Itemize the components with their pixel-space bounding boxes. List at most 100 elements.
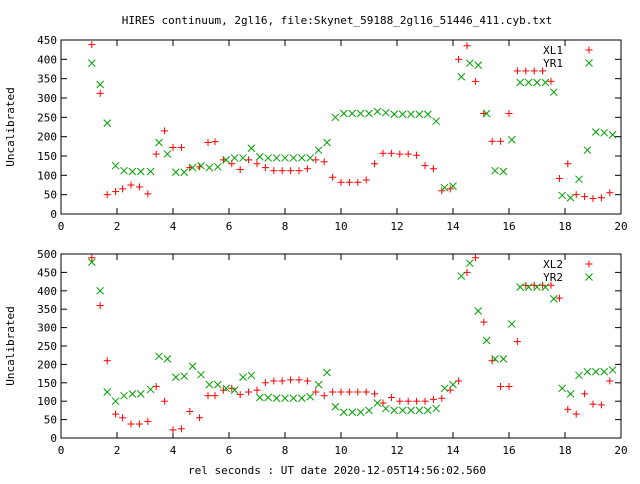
data-point-xl1 bbox=[488, 137, 496, 145]
marker-stroke bbox=[407, 406, 415, 415]
y-axis-label: Uncalibrated bbox=[4, 306, 17, 385]
series-YR2 bbox=[87, 258, 617, 417]
data-point-yr1 bbox=[306, 154, 315, 162]
series-XL1 bbox=[88, 41, 614, 203]
x-tick-label: 0 bbox=[58, 444, 65, 457]
data-point-yr1 bbox=[197, 161, 205, 170]
data-point-xl1 bbox=[354, 178, 362, 186]
data-point-yr1 bbox=[566, 193, 575, 202]
y-tick-label: 450 bbox=[37, 34, 57, 47]
data-point-xl2 bbox=[329, 388, 337, 396]
marker-stroke bbox=[566, 389, 575, 398]
data-point-yr1 bbox=[482, 109, 491, 118]
data-point-xl1 bbox=[278, 167, 286, 175]
data-point-xl1 bbox=[88, 41, 96, 49]
marker-stroke bbox=[213, 380, 222, 389]
data-point-xl1 bbox=[320, 158, 328, 166]
marker-stroke bbox=[239, 154, 247, 162]
data-point-xl1 bbox=[312, 156, 320, 164]
marker-stroke bbox=[87, 258, 96, 266]
data-point-yr2 bbox=[87, 258, 96, 266]
marker-stroke bbox=[230, 386, 239, 395]
data-point-yr1 bbox=[583, 146, 592, 155]
marker-stroke bbox=[507, 320, 516, 328]
marker-stroke bbox=[205, 380, 214, 389]
data-point-yr2 bbox=[255, 393, 264, 402]
data-point-xl2 bbox=[513, 338, 521, 346]
data-point-yr1 bbox=[356, 109, 365, 118]
data-point-xl2 bbox=[438, 394, 446, 402]
y-tick-label: 150 bbox=[37, 150, 57, 163]
marker-stroke bbox=[600, 128, 609, 137]
data-point-yr1 bbox=[474, 61, 483, 69]
data-point-yr2 bbox=[348, 408, 357, 417]
data-point-yr1 bbox=[163, 150, 172, 158]
marker-stroke bbox=[339, 109, 348, 118]
data-point-yr2 bbox=[575, 371, 583, 380]
marker-stroke bbox=[230, 154, 239, 162]
data-point-yr2 bbox=[398, 406, 407, 415]
data-point-yr1 bbox=[440, 183, 449, 192]
marker-stroke bbox=[264, 393, 273, 402]
data-point-yr1 bbox=[255, 152, 264, 161]
y-axis-label: Uncalibrated bbox=[4, 87, 17, 166]
data-point-xl1 bbox=[530, 67, 538, 75]
data-point-xl1 bbox=[505, 109, 513, 117]
data-point-yr1 bbox=[432, 117, 441, 126]
data-point-xl2 bbox=[555, 294, 563, 302]
data-point-xl2 bbox=[522, 281, 530, 289]
data-point-yr1 bbox=[549, 88, 558, 97]
x-tick-label: 16 bbox=[502, 220, 515, 233]
marker-stroke bbox=[415, 110, 424, 119]
marker-stroke bbox=[558, 191, 567, 200]
marker-stroke bbox=[205, 163, 214, 172]
marker-stroke bbox=[323, 138, 331, 147]
data-point-yr2 bbox=[213, 380, 222, 389]
data-point-xl2 bbox=[345, 388, 353, 396]
marker-stroke bbox=[222, 156, 231, 164]
marker-stroke bbox=[365, 406, 373, 415]
data-point-yr2 bbox=[457, 272, 466, 280]
marker-stroke bbox=[373, 107, 382, 116]
marker-stroke bbox=[264, 154, 273, 162]
data-point-xl2 bbox=[480, 318, 488, 326]
data-point-yr1 bbox=[136, 167, 145, 176]
data-point-xl1 bbox=[177, 143, 185, 151]
marker-stroke bbox=[120, 166, 128, 175]
data-point-xl1 bbox=[127, 181, 135, 189]
data-point-xl1 bbox=[471, 77, 479, 85]
data-point-yr1 bbox=[339, 109, 348, 118]
marker-stroke bbox=[272, 154, 281, 162]
marker-stroke bbox=[272, 394, 281, 403]
data-point-yr2 bbox=[171, 373, 180, 382]
marker-stroke bbox=[188, 163, 197, 172]
data-point-yr1 bbox=[222, 156, 231, 164]
data-point-xl2 bbox=[135, 420, 143, 428]
legend-marker bbox=[585, 46, 593, 54]
marker-stroke bbox=[541, 283, 550, 291]
y-tick-label: 250 bbox=[37, 111, 57, 124]
data-point-yr2 bbox=[272, 394, 281, 403]
marker-stroke bbox=[281, 394, 289, 403]
marker-stroke bbox=[111, 397, 120, 406]
marker-stroke bbox=[440, 384, 449, 393]
data-point-yr1 bbox=[415, 110, 424, 119]
data-point-xl2 bbox=[404, 397, 412, 405]
marker-stroke bbox=[549, 88, 558, 97]
data-point-xl2 bbox=[287, 376, 295, 384]
data-point-xl2 bbox=[413, 397, 421, 405]
data-point-xl2 bbox=[144, 417, 152, 425]
data-point-xl2 bbox=[270, 377, 278, 385]
data-point-xl2 bbox=[112, 410, 120, 418]
data-point-yr2 bbox=[339, 408, 348, 417]
data-point-yr1 bbox=[541, 78, 550, 87]
y-tick-label: 0 bbox=[50, 208, 57, 221]
marker-stroke bbox=[575, 175, 583, 184]
data-point-yr2 bbox=[180, 372, 189, 381]
marker-stroke bbox=[440, 183, 449, 192]
chart-panel-2: 0 50 100 150 200 250 300 350 400 450 500 0 2 4 6 8 10 12 1… bbox=[4, 248, 628, 457]
data-point-yr2 bbox=[415, 406, 424, 415]
data-point-xl2 bbox=[421, 397, 429, 405]
marker-stroke bbox=[524, 283, 533, 291]
marker-stroke bbox=[180, 168, 189, 177]
